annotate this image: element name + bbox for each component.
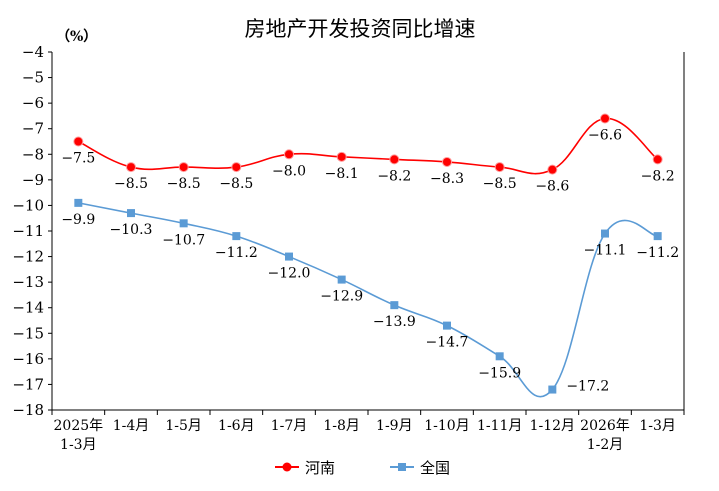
x-tick-label: 1-8月 <box>323 418 360 434</box>
x-tick-label: 1-9月 <box>376 418 413 434</box>
data-point <box>179 219 188 228</box>
series-line-河南 <box>77 117 659 175</box>
data-point <box>178 162 189 173</box>
data-point <box>73 136 84 147</box>
data-point <box>336 151 347 162</box>
y-tick-label: −6 <box>22 94 44 112</box>
y-tick-label: −9 <box>22 171 44 189</box>
data-label: −11.2 <box>215 245 258 261</box>
y-tick-label: −13 <box>12 273 44 291</box>
y-tick-label: −15 <box>12 324 44 342</box>
data-label: −14.7 <box>426 335 469 351</box>
data-label: −15.9 <box>478 365 521 381</box>
y-tick-label: −5 <box>22 69 44 87</box>
data-label: −17.2 <box>566 379 609 395</box>
data-label: −8.5 <box>219 176 253 192</box>
legend-label: 河南 <box>305 459 335 477</box>
data-label: −6.6 <box>588 127 622 143</box>
data-point <box>600 113 610 124</box>
x-tick-label: 2025年 <box>54 418 104 434</box>
data-label: −8.6 <box>535 179 569 195</box>
x-tick-label: 2026年 <box>580 418 630 434</box>
data-label: −11.1 <box>584 243 627 259</box>
x-tick-label: 1-5月 <box>165 418 202 434</box>
data-point <box>127 209 135 218</box>
data-point <box>652 154 663 165</box>
data-point <box>389 154 400 165</box>
data-label: −8.5 <box>483 176 517 192</box>
data-point <box>601 229 609 238</box>
x-tick-label: 1-11月 <box>477 418 522 434</box>
data-point <box>284 149 294 160</box>
data-point <box>442 156 452 167</box>
x-tick-label: 1-10月 <box>424 418 469 434</box>
y-tick-label: −14 <box>12 299 44 317</box>
chart-title: 房地产开发投资同比增速 <box>245 17 476 41</box>
data-point <box>443 321 451 330</box>
y-tick-label: −4 <box>22 43 44 61</box>
y-tick-label: −17 <box>12 375 44 393</box>
data-point <box>74 198 83 207</box>
x-tick-label: 1-3月 <box>60 437 97 453</box>
legend-marker <box>398 463 406 471</box>
data-point <box>653 232 662 241</box>
data-label: −12.0 <box>268 266 311 282</box>
data-label: −8.0 <box>272 163 306 179</box>
data-label: −8.2 <box>377 168 411 184</box>
data-label: −8.3 <box>430 171 464 187</box>
data-point <box>285 252 293 261</box>
y-tick-label: −8 <box>22 145 44 163</box>
data-label: −8.5 <box>114 176 148 192</box>
y-tick-label: −16 <box>12 350 44 368</box>
data-label: −13.9 <box>373 314 416 330</box>
data-point <box>495 352 504 361</box>
data-point <box>126 162 136 173</box>
x-tick-label: 1-7月 <box>271 418 308 434</box>
data-label: −11.2 <box>636 245 679 261</box>
data-point <box>232 232 241 241</box>
y-axis-unit: （%） <box>56 29 97 45</box>
data-label: −7.5 <box>61 151 95 167</box>
data-point <box>547 164 558 175</box>
legend-marker <box>282 462 292 472</box>
data-label: −10.7 <box>162 232 205 248</box>
data-label: −9.9 <box>61 212 95 228</box>
data-point <box>548 385 557 394</box>
x-tick-label: 1-12月 <box>530 418 575 434</box>
y-tick-label: −10 <box>12 196 44 214</box>
data-point <box>390 301 399 310</box>
data-point <box>494 162 505 173</box>
legend-label: 全国 <box>420 459 450 477</box>
data-label: −12.9 <box>320 289 363 305</box>
x-tick-label: 1-4月 <box>113 418 150 434</box>
y-tick-label: −18 <box>12 401 44 419</box>
data-point <box>231 162 242 173</box>
x-tick-label: 1-3月 <box>639 418 676 434</box>
y-tick-label: −7 <box>22 120 44 138</box>
data-label: −8.1 <box>325 166 359 182</box>
y-tick-label: −11 <box>12 222 44 240</box>
x-tick-label: 1-2月 <box>587 437 624 453</box>
data-label: −8.5 <box>167 176 201 192</box>
data-label: −8.2 <box>641 168 675 184</box>
y-tick-label: −12 <box>12 248 44 266</box>
x-tick-label: 1-6月 <box>218 418 255 434</box>
data-label: −10.3 <box>110 222 153 238</box>
data-point <box>337 275 346 284</box>
